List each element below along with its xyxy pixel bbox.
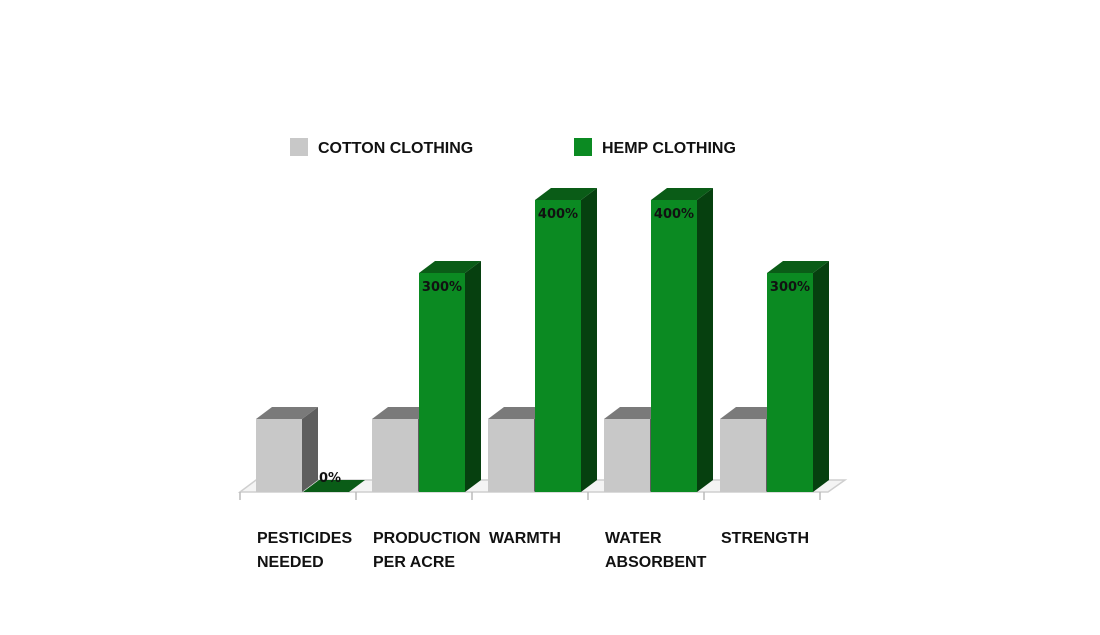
bar-top (720, 407, 782, 419)
bar-side (813, 261, 829, 492)
x-tick-label: ABSORBENT (605, 554, 707, 571)
bar-front (488, 419, 534, 492)
legend: COTTON CLOTHING HEMP CLOTHING (290, 138, 736, 157)
x-tick-label: STRENGTH (721, 530, 809, 547)
bar-top (372, 407, 434, 419)
bar-hemp-3 (651, 188, 713, 492)
bar-top (651, 188, 713, 200)
legend-label-hemp: HEMP CLOTHING (602, 140, 736, 157)
bar-front (535, 200, 581, 492)
legend-label-cotton: COTTON CLOTHING (318, 140, 473, 157)
data-label: 0% (319, 471, 341, 486)
bar-hemp-4 (767, 261, 829, 492)
bar-top (303, 480, 365, 492)
bar-cotton-0 (256, 407, 318, 492)
bar-front (256, 419, 302, 492)
data-label: 300% (422, 280, 462, 295)
bar-top (488, 407, 550, 419)
bar-top (535, 188, 597, 200)
x-tick-label: PESTICIDES (257, 530, 352, 547)
bar-top (256, 407, 318, 419)
legend-swatch-cotton (290, 138, 308, 156)
bar-side (465, 261, 481, 492)
bar-top (604, 407, 666, 419)
bar-front (767, 273, 813, 492)
x-tick-label: PRODUCTION (373, 530, 481, 547)
x-tick-label: WATER (605, 530, 662, 547)
x-tick-label: PER ACRE (373, 554, 455, 571)
bar-hemp-2 (535, 188, 597, 492)
bar-side (581, 188, 597, 492)
bar-front (372, 419, 418, 492)
bar-side (302, 407, 318, 492)
bar-front (651, 200, 697, 492)
data-label: 300% (770, 280, 810, 295)
data-label: 400% (538, 207, 578, 222)
x-tick-label: NEEDED (257, 554, 324, 571)
bar-top (767, 261, 829, 273)
bar-front (604, 419, 650, 492)
bar-front (720, 419, 766, 492)
bar-front (419, 273, 465, 492)
legend-swatch-hemp (574, 138, 592, 156)
bar-hemp-1 (419, 261, 481, 492)
x-tick-label: WARMTH (489, 530, 561, 547)
bar-top (419, 261, 481, 273)
bar-hemp-0 (303, 480, 365, 492)
data-label: 400% (654, 207, 694, 222)
bar-side (697, 188, 713, 492)
